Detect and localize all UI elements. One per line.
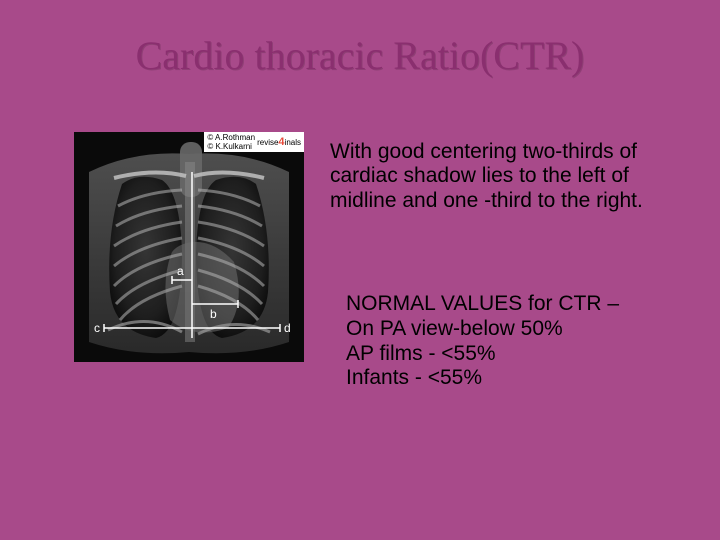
chest-xray-svg: a b c d xyxy=(74,132,304,362)
label-d: d xyxy=(284,321,291,335)
xray-attribution: © A.Rothman © K.Kulkarni revise4inals xyxy=(204,132,304,152)
attribution-brand-prefix: revise xyxy=(257,138,278,147)
attribution-line1: © A.Rothman xyxy=(207,133,255,142)
xray-figure: © A.Rothman © K.Kulkarni revise4inals xyxy=(74,132,304,362)
slide-title: Cardio thoracic Ratio(CTR) xyxy=(0,32,720,79)
normal-values-line3: Infants - <55% xyxy=(346,366,656,391)
normal-values-line1: On PA view-below 50% xyxy=(346,317,656,342)
attribution-line2: © K.Kulkarni xyxy=(207,142,252,151)
attribution-brand-suffix: inals xyxy=(285,138,301,147)
label-c: c xyxy=(94,321,100,335)
normal-values-line2: AP films - <55% xyxy=(346,342,656,367)
normal-values-block: NORMAL VALUES for CTR – On PA view-below… xyxy=(346,292,656,391)
description-paragraph: With good centering two-thirds of cardia… xyxy=(330,140,658,213)
label-a: a xyxy=(177,264,184,278)
label-b: b xyxy=(210,307,217,321)
normal-values-heading: NORMAL VALUES for CTR – xyxy=(346,292,656,317)
